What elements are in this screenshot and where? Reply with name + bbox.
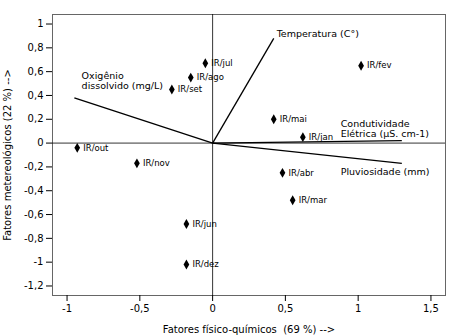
svg-text:Fatores metereológicos (22 %): Fatores metereológicos (22 %) --> — [2, 69, 13, 241]
svg-text:0: 0 — [209, 303, 215, 314]
svg-text:Fatores físico-químicos (69 %: Fatores físico-químicos (69 %) --> — [163, 324, 335, 335]
svg-text:-1: -1 — [62, 303, 72, 314]
svg-text:Temperatura (C°): Temperatura (C°) — [276, 28, 359, 39]
svg-text:-0,5: -0,5 — [130, 303, 150, 314]
svg-text:IR/nov: IR/nov — [143, 158, 170, 168]
svg-text:IR/out: IR/out — [83, 143, 109, 153]
svg-text:-1: -1 — [34, 256, 44, 267]
svg-text:0,5: 0,5 — [277, 303, 293, 314]
svg-text:IR/jan: IR/jan — [309, 132, 333, 142]
svg-text:IR/dez: IR/dez — [192, 259, 219, 269]
svg-text:IR/jun: IR/jun — [192, 219, 216, 229]
svg-text:-0,4: -0,4 — [24, 185, 44, 196]
svg-text:Pluviosidade (mm): Pluviosidade (mm) — [341, 166, 430, 177]
svg-text:IR/mai: IR/mai — [280, 114, 307, 124]
svg-text:-0,6: -0,6 — [24, 209, 44, 220]
svg-text:0,2: 0,2 — [28, 113, 44, 124]
svg-text:-0,2: -0,2 — [24, 161, 44, 172]
svg-text:-0,8: -0,8 — [24, 233, 44, 244]
svg-text:0,8: 0,8 — [28, 42, 44, 53]
svg-text:CondutividadeElétrica (μS. cm-: CondutividadeElétrica (μS. cm-1) — [341, 118, 429, 138]
svg-text:IR/ago: IR/ago — [197, 72, 224, 82]
svg-text:IR/set: IR/set — [178, 84, 203, 94]
svg-text:Oxigêniodissolvido (mg/L): Oxigêniodissolvido (mg/L) — [82, 70, 163, 91]
svg-text:IR/abr: IR/abr — [288, 168, 314, 178]
svg-text:IR/jul: IR/jul — [211, 58, 232, 68]
svg-text:0,6: 0,6 — [28, 66, 44, 77]
svg-text:1,5: 1,5 — [423, 303, 439, 314]
svg-text:0,4: 0,4 — [28, 90, 44, 101]
svg-text:0: 0 — [37, 137, 43, 148]
svg-text:1: 1 — [355, 303, 361, 314]
svg-text:-1,2: -1,2 — [24, 280, 44, 291]
svg-text:1: 1 — [37, 18, 43, 29]
svg-text:IR/mar: IR/mar — [299, 195, 328, 205]
svg-text:IR/fev: IR/fev — [367, 60, 392, 70]
